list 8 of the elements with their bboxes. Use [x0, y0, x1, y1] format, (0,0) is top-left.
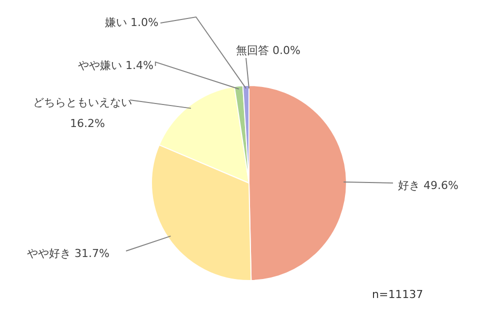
category-label: 無回答 0.0%: [236, 44, 300, 57]
slice-label: やや嫌い 1.4%: [78, 58, 154, 72]
slice-label: どちらともいえない: [33, 96, 132, 109]
data-label: 16.2%: [70, 116, 105, 130]
slice-label: 嫌い 1.0%: [105, 16, 158, 29]
slice-label: 好き 49.6%: [398, 178, 458, 192]
text: n=11137: [372, 288, 424, 301]
slice-label: やや好き 31.7%: [27, 246, 110, 260]
